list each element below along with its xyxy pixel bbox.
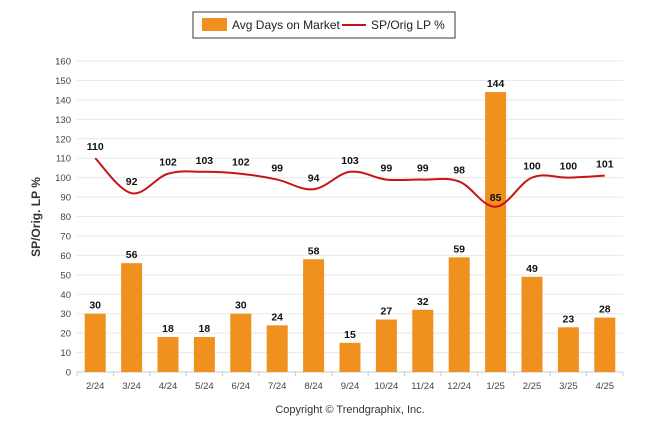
line-data-label: 85 [490, 192, 502, 204]
copyright: Copyright © Trendgraphix, Inc. [275, 404, 424, 416]
bar [594, 317, 616, 372]
line-data-label: 94 [308, 172, 320, 184]
bar [266, 325, 288, 372]
bar [84, 313, 106, 372]
y-tick-label: 10 [60, 348, 71, 359]
y-tick-label: 90 [60, 193, 71, 204]
bar [521, 276, 543, 372]
bar [375, 319, 397, 372]
y-tick-label: 120 [55, 134, 71, 145]
y-tick-label: 80 [60, 212, 71, 223]
x-tick-label: 9/24 [341, 381, 360, 392]
x-tick-label: 12/24 [447, 381, 471, 392]
y-tick-label: 150 [55, 76, 71, 87]
bar-data-label: 15 [344, 329, 356, 341]
line-data-label: 92 [126, 176, 138, 188]
legend: Avg Days on Market SP/Orig LP % [192, 11, 456, 39]
bar [339, 342, 361, 372]
x-tick-label: 4/25 [596, 381, 615, 392]
x-tick-label: 4/24 [159, 381, 178, 392]
y-tick-label: 50 [60, 270, 71, 281]
y-tick-label: 60 [60, 251, 71, 262]
y-tick-label: 160 [55, 57, 71, 68]
bar [412, 309, 434, 372]
bar-data-label: 24 [271, 311, 283, 323]
y-tick-label: 100 [55, 173, 71, 184]
x-tick-label: 5/24 [195, 381, 214, 392]
series-line [94, 157, 605, 208]
y-tick-label: 0 [66, 368, 71, 379]
legend-line-label: SP/Orig LP % [371, 18, 445, 32]
y-tick-label: 20 [60, 329, 71, 340]
y-tick-label: 130 [55, 115, 71, 126]
y-tick-label: 70 [60, 231, 71, 242]
bar-data-label: 27 [381, 306, 393, 318]
bar-data-label: 23 [563, 313, 575, 325]
x-tick-label: 2/24 [86, 381, 105, 392]
legend-bar-label: Avg Days on Market [232, 18, 340, 32]
x-tick-label: 8/24 [304, 381, 323, 392]
line-data-label: 100 [560, 161, 578, 173]
line-data-label: 99 [381, 163, 393, 175]
bar [557, 327, 579, 372]
bar-data-label: 30 [89, 300, 101, 312]
bar [157, 337, 179, 372]
y-tick-label: 30 [60, 309, 71, 320]
x-tick-label: 1/25 [486, 381, 505, 392]
bar [303, 259, 325, 372]
y-tick-label: 40 [60, 290, 71, 301]
bar [230, 313, 252, 372]
y-tick-label: 110 [56, 154, 71, 165]
line-data-label: 102 [159, 157, 177, 169]
line-data-label: 103 [341, 155, 359, 167]
bar [485, 92, 507, 372]
plot-area: 0 10 20 30 40 50 60 70 80 90 100 110 120 130 140 150 160… [55, 57, 624, 392]
bar-data-label: 56 [126, 249, 138, 261]
x-tick-label: 11/24 [411, 381, 434, 392]
bar-data-label: 28 [599, 304, 611, 316]
line-data-label: 99 [271, 163, 283, 175]
x-tick-label: 3/25 [559, 381, 578, 392]
x-tick-label: 7/24 [268, 381, 287, 392]
x-tick-label: 2/25 [523, 381, 542, 392]
x-tick-label: 3/24 [122, 381, 141, 392]
y-tick-label: 140 [55, 95, 71, 106]
bar [121, 263, 143, 372]
x-tick-label: 10/24 [375, 381, 399, 392]
legend-box [192, 11, 456, 39]
bar-data-label: 144 [487, 78, 505, 90]
bar-data-label: 30 [235, 300, 247, 312]
bar-data-label: 18 [162, 323, 174, 335]
bar-data-label: 32 [417, 296, 429, 308]
y-axis-label: SP/Orig. LP % [29, 177, 43, 257]
bar [193, 337, 215, 372]
bar-data-label: 18 [199, 323, 211, 335]
bar-data-label: 58 [308, 245, 320, 257]
line-data-label: 100 [523, 161, 541, 173]
line-data-label: 102 [232, 157, 250, 169]
line-data-label: 103 [196, 155, 214, 167]
line-data-label: 99 [417, 163, 429, 175]
x-tick-label: 6/24 [232, 381, 251, 392]
line-data-label: 110 [87, 141, 104, 153]
bar [448, 257, 470, 372]
line-data-label: 98 [453, 165, 465, 177]
bar-data-label: 49 [526, 263, 538, 275]
legend-bar-swatch [202, 18, 227, 31]
bar-data-label: 59 [453, 243, 465, 255]
line-data-label: 101 [596, 159, 614, 171]
